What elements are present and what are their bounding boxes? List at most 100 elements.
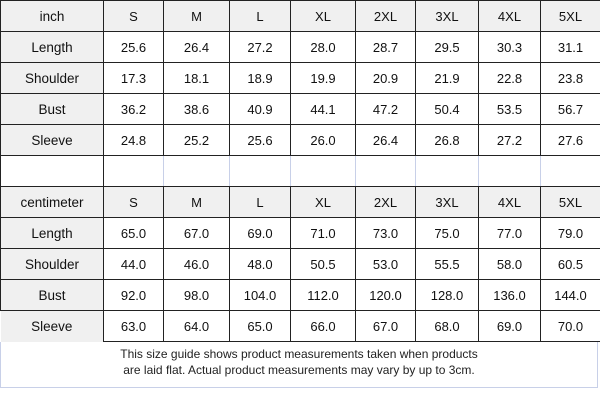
size-header: L — [229, 0, 291, 32]
measurement-value: 136.0 — [478, 279, 541, 311]
measurement-value: 64.0 — [163, 310, 230, 342]
size-header: 4XL — [478, 0, 541, 32]
empty-cell — [290, 155, 356, 187]
measurement-value: 55.5 — [415, 248, 479, 280]
measurement-label: Shoulder — [0, 248, 104, 280]
measurement-label: Sleeve — [0, 310, 104, 342]
measurement-value: 50.5 — [290, 248, 356, 280]
measurement-value: 27.2 — [229, 31, 291, 63]
measurement-value: 38.6 — [163, 93, 230, 125]
spacer-row — [0, 155, 600, 187]
measurement-value: 31.1 — [540, 31, 600, 63]
measurement-value: 26.4 — [355, 124, 416, 156]
table-row: Bust 36.2 38.6 40.9 44.1 47.2 50.4 53.5 56.7 — [0, 93, 600, 125]
measurement-value: 29.5 — [415, 31, 479, 63]
measurement-value: 27.2 — [478, 124, 541, 156]
size-header: 2XL — [355, 186, 416, 218]
measurement-value: 17.3 — [103, 62, 164, 94]
measurement-value: 60.5 — [540, 248, 600, 280]
measurement-value: 36.2 — [103, 93, 164, 125]
measurement-value: 66.0 — [290, 310, 356, 342]
measurement-value: 112.0 — [290, 279, 356, 311]
measurement-value: 26.8 — [415, 124, 479, 156]
size-header: 3XL — [415, 0, 479, 32]
empty-cell — [229, 155, 291, 187]
measurement-value: 21.9 — [415, 62, 479, 94]
measurement-label: Length — [0, 31, 104, 63]
measurement-value: 58.0 — [478, 248, 541, 280]
measurement-label: Shoulder — [0, 62, 104, 94]
measurement-value: 56.7 — [540, 93, 600, 125]
measurement-value: 20.9 — [355, 62, 416, 94]
measurement-value: 26.0 — [290, 124, 356, 156]
measurement-value: 75.0 — [415, 217, 479, 249]
measurement-label: Length — [0, 217, 104, 249]
measurement-value: 53.5 — [478, 93, 541, 125]
measurement-value: 104.0 — [229, 279, 291, 311]
measurement-value: 46.0 — [163, 248, 230, 280]
measurement-value: 18.9 — [229, 62, 291, 94]
size-header: S — [103, 186, 164, 218]
table-row: Shoulder 17.3 18.1 18.9 19.9 20.9 21.9 22.8 23.8 — [0, 62, 600, 94]
measurement-label: Bust — [0, 93, 104, 125]
measurement-value: 77.0 — [478, 217, 541, 249]
measurement-value: 47.2 — [355, 93, 416, 125]
table-row: Length 65.0 67.0 69.0 71.0 73.0 75.0 77.0 79.0 — [0, 217, 600, 249]
measurement-value: 25.2 — [163, 124, 230, 156]
empty-cell — [163, 155, 230, 187]
measurement-value: 79.0 — [540, 217, 600, 249]
measurement-value: 28.0 — [290, 31, 356, 63]
table-row: Shoulder 44.0 46.0 48.0 50.5 53.0 55.5 58.0 60.5 — [0, 248, 600, 280]
measurement-value: 70.0 — [540, 310, 600, 342]
measurement-label: Sleeve — [0, 124, 104, 156]
note-line-2: are laid flat. Actual product measuremen… — [123, 363, 475, 377]
measurement-value: 71.0 — [290, 217, 356, 249]
size-header: XL — [290, 186, 356, 218]
size-header: 4XL — [478, 186, 541, 218]
table-row: Bust 92.0 98.0 104.0 112.0 120.0 128.0 136.0 144… — [0, 279, 600, 311]
size-header: S — [103, 0, 164, 32]
unit-label: centimeter — [0, 186, 104, 218]
measurement-value: 73.0 — [355, 217, 416, 249]
measurement-value: 128.0 — [415, 279, 479, 311]
measurement-value: 40.9 — [229, 93, 291, 125]
size-header: 3XL — [415, 186, 479, 218]
empty-cell — [540, 155, 600, 187]
measurement-value: 92.0 — [103, 279, 164, 311]
measurement-value: 30.3 — [478, 31, 541, 63]
unit-label: inch — [0, 0, 104, 32]
measurement-value: 28.7 — [355, 31, 416, 63]
size-header: M — [163, 0, 230, 32]
measurement-value: 27.6 — [540, 124, 600, 156]
note-line-1: This size guide shows product measuremen… — [120, 347, 478, 361]
measurement-value: 53.0 — [355, 248, 416, 280]
size-header: L — [229, 186, 291, 218]
empty-cell — [355, 155, 416, 187]
measurement-value: 24.8 — [103, 124, 164, 156]
size-header: M — [163, 186, 230, 218]
empty-cell — [415, 155, 479, 187]
measurement-value: 120.0 — [355, 279, 416, 311]
table-row: Sleeve 24.8 25.2 25.6 26.0 26.4 26.8 27.2 27.6 — [0, 124, 600, 156]
measurement-value: 18.1 — [163, 62, 230, 94]
measurement-value: 19.9 — [290, 62, 356, 94]
size-header: 2XL — [355, 0, 416, 32]
measurement-value: 44.1 — [290, 93, 356, 125]
size-header: 5XL — [540, 186, 600, 218]
size-header: 5XL — [540, 0, 600, 32]
measurement-value: 25.6 — [229, 124, 291, 156]
table-row: Sleeve 63.0 64.0 65.0 66.0 67.0 68.0 69.0 70.0 — [0, 310, 600, 342]
measurement-value: 50.4 — [415, 93, 479, 125]
measurement-value: 25.6 — [103, 31, 164, 63]
centimeter-header-row: centimeter S M L XL 2XL 3XL 4XL 5XL — [0, 186, 600, 218]
inch-header-row: inch S M L XL 2XL 3XL 4XL 5XL — [0, 0, 600, 32]
size-chart-table: inch S M L XL 2XL 3XL 4XL 5XL Length 25.6 26.4 27.2 2… — [0, 0, 600, 342]
measurement-label: Bust — [0, 279, 104, 311]
empty-cell — [0, 155, 104, 187]
measurement-value: 67.0 — [355, 310, 416, 342]
measurement-value: 68.0 — [415, 310, 479, 342]
measurement-value: 98.0 — [163, 279, 230, 311]
measurement-value: 65.0 — [103, 217, 164, 249]
measurement-value: 48.0 — [229, 248, 291, 280]
empty-cell — [478, 155, 541, 187]
